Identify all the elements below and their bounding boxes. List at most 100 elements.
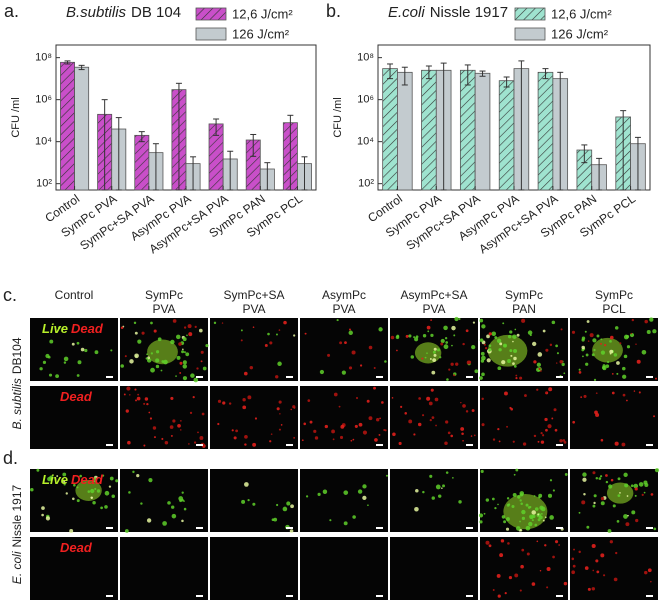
cell-spot	[182, 360, 187, 365]
cell-spot	[485, 498, 490, 502]
cell-spot	[264, 343, 268, 347]
cell-spot	[242, 405, 247, 410]
cell-spot	[374, 438, 378, 442]
cell-spot	[479, 376, 483, 380]
bar	[474, 72, 491, 191]
cell-spot	[452, 476, 454, 479]
cell-spot	[481, 397, 484, 401]
cell-spot	[474, 369, 479, 374]
cell-spot	[146, 353, 149, 356]
cell-spot	[192, 396, 195, 399]
cell-spot	[507, 334, 512, 339]
cell-spot	[519, 493, 524, 497]
cell-spot	[488, 348, 492, 352]
cell-spot	[134, 388, 137, 391]
panel-label: d.	[3, 448, 18, 468]
cell-spot	[358, 422, 363, 427]
cell-spot	[451, 325, 456, 331]
column-header: Control	[55, 288, 94, 302]
cell-spot	[551, 320, 556, 325]
cell-spot	[135, 399, 138, 402]
cell-spot	[197, 431, 199, 434]
cell-spot	[633, 483, 639, 489]
cell-spot	[362, 430, 368, 435]
micrograph	[480, 386, 568, 449]
cell-spot	[183, 351, 186, 354]
cell-spot	[605, 474, 608, 477]
cell-spot	[527, 330, 533, 335]
cell-spot	[625, 335, 630, 339]
cell-spot	[421, 357, 424, 360]
cell-spot	[542, 434, 545, 437]
cell-spot	[539, 505, 544, 510]
cell-spot	[622, 393, 626, 397]
cell-spot	[343, 490, 349, 495]
overlay-label: Dead	[60, 389, 93, 404]
cell-spot	[536, 362, 541, 367]
cell-spot	[69, 529, 74, 533]
cell-spot	[481, 372, 485, 377]
cell-spot	[183, 326, 187, 329]
cell-spot	[340, 424, 345, 429]
cell-spot	[481, 324, 486, 329]
cell-spot	[76, 486, 79, 489]
scale-bar	[106, 527, 113, 529]
micrograph	[120, 537, 208, 600]
cell-spot	[626, 345, 631, 349]
cell-spot	[653, 527, 657, 531]
cell-spot	[521, 516, 526, 520]
cell-spot	[581, 345, 585, 350]
cell-spot	[578, 368, 581, 371]
cell-spot	[537, 352, 543, 357]
cell-spot	[542, 329, 546, 333]
cell-spot	[454, 316, 459, 322]
cell-spot	[160, 369, 163, 372]
legend-label: 12,6 J/cm²	[232, 6, 293, 21]
cell-spot	[623, 472, 628, 478]
cell-spot	[545, 391, 548, 394]
micrograph	[390, 537, 478, 600]
column-header: SymPc+SA	[223, 288, 284, 302]
cell-spot	[516, 526, 521, 531]
cell-spot	[313, 429, 317, 433]
cell-spot	[488, 344, 492, 348]
cell-spot	[615, 551, 618, 555]
live-label: Live	[42, 472, 68, 487]
cell-spot	[149, 417, 153, 420]
cell-spot	[587, 340, 590, 342]
cell-spot	[269, 341, 273, 345]
cell-spot	[605, 364, 610, 368]
dead-label: Dead	[71, 321, 104, 336]
cell-spot	[445, 420, 449, 424]
column-header: PCL	[602, 302, 626, 316]
cell-spot	[178, 342, 182, 346]
cell-spot	[378, 327, 383, 332]
cell-spot	[555, 344, 558, 348]
cell-spot	[193, 377, 199, 383]
cell-spot	[609, 335, 614, 340]
title-rest: Nissle 1917	[430, 4, 508, 21]
cell-spot	[436, 348, 441, 352]
cell-spot	[437, 494, 442, 498]
cell-spot	[586, 320, 590, 323]
micrograph	[300, 386, 388, 449]
cell-spot	[526, 552, 530, 556]
cell-spot	[443, 325, 448, 331]
cell-spot	[355, 396, 359, 400]
cell-spot	[434, 397, 439, 402]
cell-spot	[286, 501, 291, 506]
cell-spot	[254, 417, 258, 420]
cell-spot	[609, 540, 613, 544]
cell-spot	[641, 493, 644, 496]
cell-spot	[244, 443, 247, 446]
cell-spot	[545, 428, 548, 432]
cell-spot	[491, 497, 495, 501]
cell-spot	[507, 503, 511, 506]
cell-spot	[439, 356, 442, 359]
cell-spot	[63, 480, 66, 483]
cell-spot	[71, 342, 75, 346]
cell-spot	[472, 321, 476, 324]
cell-spot	[48, 373, 53, 377]
cell-spot	[199, 436, 204, 440]
micrograph	[210, 469, 298, 532]
